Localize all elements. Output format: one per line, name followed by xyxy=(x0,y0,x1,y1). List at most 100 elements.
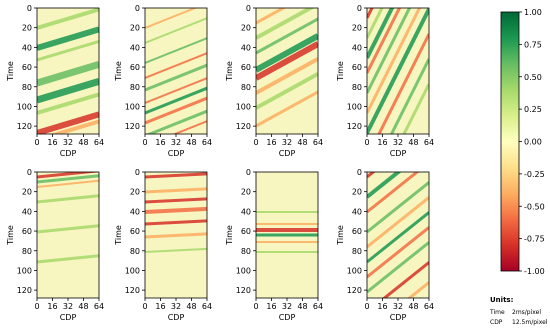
x-tick-label: 32 xyxy=(171,138,181,147)
x-tick-label: 0 xyxy=(253,138,258,147)
y-tick-label: 20 xyxy=(22,188,32,197)
x-tick-label: 16 xyxy=(266,138,276,147)
x-tick-label: 16 xyxy=(377,302,387,311)
x-tick-label: 0 xyxy=(253,302,258,311)
y-tick-label: 60 xyxy=(130,63,140,72)
colorbar-tick-label: 1.00 xyxy=(524,8,542,17)
x-tick-label: 16 xyxy=(47,138,57,147)
heatmap-image xyxy=(256,8,318,134)
colorbar-tick-label: 0.50 xyxy=(524,73,542,82)
heatmap-image xyxy=(256,172,318,298)
colorbar-tick-label: 0.00 xyxy=(524,138,542,147)
x-tick-label: 32 xyxy=(393,138,403,147)
y-tick-label: 80 xyxy=(352,83,362,92)
y-tick-label: 20 xyxy=(241,188,251,197)
y-tick-label: 0 xyxy=(357,4,362,13)
units-key: Time xyxy=(489,309,505,316)
x-tick-label: 32 xyxy=(282,138,292,147)
x-axis-label: CDP xyxy=(279,149,296,158)
x-tick-label: 48 xyxy=(186,302,196,311)
x-tick-label: 64 xyxy=(424,138,434,147)
y-tick-label: 40 xyxy=(241,207,251,216)
texture-band xyxy=(37,194,99,204)
y-tick-label: 40 xyxy=(130,43,140,52)
y-tick-label: 60 xyxy=(22,227,32,236)
x-tick-label: 64 xyxy=(424,302,434,311)
heatmap-image xyxy=(145,172,207,298)
x-tick-label: 48 xyxy=(186,138,196,147)
x-tick-label: 48 xyxy=(408,302,418,311)
texture-band xyxy=(145,8,198,29)
texture-band xyxy=(367,8,429,134)
x-axis-label: CDP xyxy=(168,149,185,158)
y-tick-label: 60 xyxy=(22,63,32,72)
y-tick-label: 80 xyxy=(241,247,251,256)
y-tick-label: 80 xyxy=(130,247,140,256)
y-tick-label: 0 xyxy=(246,4,251,13)
y-tick-label: 0 xyxy=(27,168,32,177)
texture-band xyxy=(37,111,99,134)
x-tick-label: 48 xyxy=(78,138,88,147)
y-tick-label: 0 xyxy=(27,4,32,13)
texture-band xyxy=(37,172,99,179)
heatmap-image xyxy=(37,8,99,134)
texture-band xyxy=(145,63,207,92)
x-tick-label: 16 xyxy=(47,302,57,311)
texture-band xyxy=(256,8,287,25)
y-axis-label: Time xyxy=(6,61,15,82)
x-tick-label: 64 xyxy=(313,302,323,311)
y-tick-label: 40 xyxy=(22,207,32,216)
texture-band xyxy=(367,211,429,264)
y-tick-label: 40 xyxy=(352,43,362,52)
y-tick-label: 20 xyxy=(22,24,32,33)
y-axis-label: Time xyxy=(114,225,123,246)
heatmap-background xyxy=(37,172,99,298)
texture-band xyxy=(367,8,402,74)
texture-band xyxy=(367,241,429,294)
texture-band xyxy=(37,224,99,234)
x-tick-label: 64 xyxy=(94,302,104,311)
x-axis-label: CDP xyxy=(390,313,407,322)
texture-band xyxy=(37,26,99,51)
y-tick-label: 100 xyxy=(17,102,32,111)
x-tick-label: 16 xyxy=(155,302,165,311)
texture-band xyxy=(37,8,99,30)
units-value: 12.5m/pixel xyxy=(512,319,548,326)
texture-band xyxy=(367,8,384,39)
texture-band xyxy=(256,90,318,128)
x-tick-label: 32 xyxy=(393,302,403,311)
x-tick-label: 32 xyxy=(282,302,292,311)
texture-band xyxy=(256,72,318,110)
texture-band xyxy=(367,172,420,214)
texture-band xyxy=(367,8,395,59)
units-title: Units: xyxy=(490,296,514,304)
texture-band xyxy=(402,83,429,134)
x-tick-label: 0 xyxy=(142,302,147,311)
texture-band xyxy=(145,52,207,79)
y-tick-label: 120 xyxy=(236,122,251,131)
texture-band xyxy=(37,92,99,115)
y-tick-label: 60 xyxy=(352,63,362,72)
y-tick-label: 100 xyxy=(17,266,32,275)
y-axis-label: Time xyxy=(336,225,345,246)
texture-band xyxy=(145,77,207,104)
y-axis-label: Time xyxy=(225,61,234,82)
heatmap-background xyxy=(145,8,207,134)
texture-band xyxy=(145,232,207,239)
y-tick-label: 80 xyxy=(22,247,32,256)
texture-band xyxy=(367,8,422,114)
texture-band xyxy=(145,86,207,115)
texture-band xyxy=(145,206,207,214)
y-tick-label: 120 xyxy=(125,122,140,131)
y-tick-label: 0 xyxy=(357,168,362,177)
y-tick-label: 100 xyxy=(236,102,251,111)
x-tick-label: 0 xyxy=(364,138,369,147)
y-tick-label: 100 xyxy=(236,266,251,275)
x-tick-label: 48 xyxy=(78,302,88,311)
texture-band xyxy=(145,219,207,226)
texture-band xyxy=(145,37,207,64)
texture-band xyxy=(256,8,315,40)
x-tick-label: 16 xyxy=(155,138,165,147)
colorbar-tick-label: 0.75 xyxy=(524,40,542,49)
x-axis-label: CDP xyxy=(168,313,185,322)
